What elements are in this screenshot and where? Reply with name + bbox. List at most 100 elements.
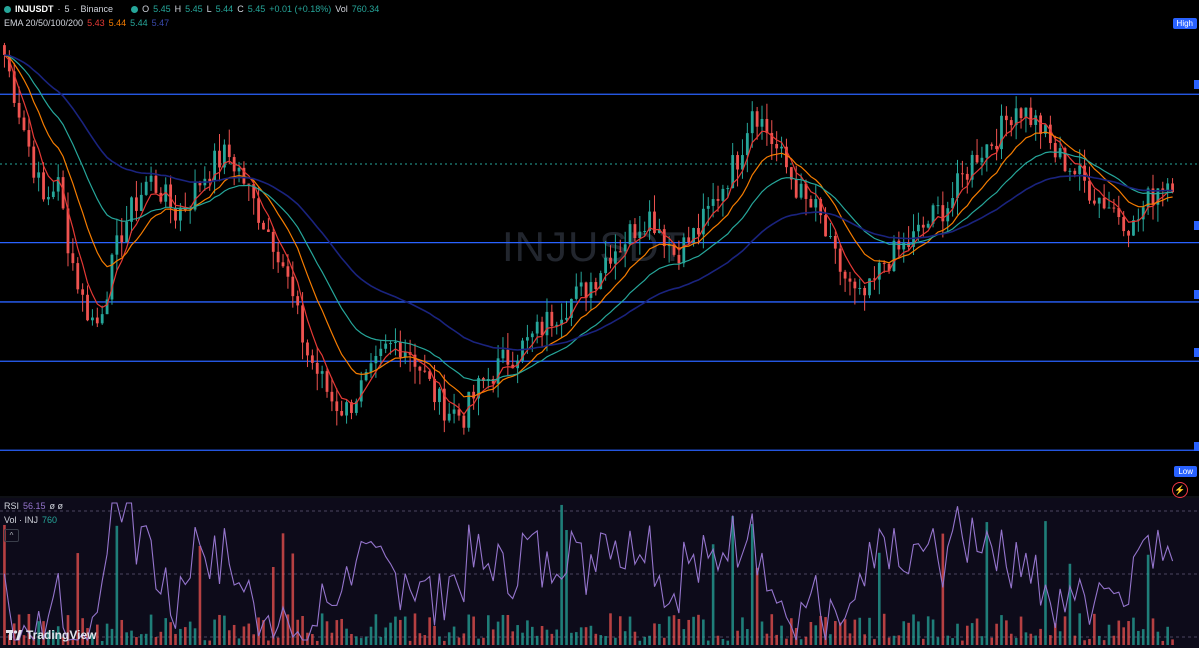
- candle-body: [667, 244, 671, 247]
- volume-bar: [736, 630, 739, 645]
- volume-bar: [765, 633, 769, 645]
- candle-body: [970, 154, 974, 180]
- candle-body: [711, 199, 715, 206]
- volume-bar: [472, 616, 475, 645]
- volume-bar: [638, 640, 642, 645]
- ema-legend[interactable]: EMA 20/50/100/200 5.43 5.44 5.44 5.47: [4, 18, 169, 28]
- volume-bar: [599, 635, 603, 645]
- candle-body: [643, 230, 647, 232]
- volume-bar: [369, 626, 373, 645]
- volume-bar: [345, 628, 348, 645]
- exchange-label[interactable]: Binance: [80, 4, 114, 14]
- candle-body: [330, 391, 334, 402]
- volume-bar: [1088, 638, 1091, 645]
- level-marker[interactable]: [1194, 442, 1199, 451]
- tradingview-mark-icon: [6, 630, 22, 640]
- candle-body: [340, 411, 344, 416]
- candle-body: [482, 378, 485, 382]
- rsi-line: [3, 502, 1174, 642]
- candle-body: [139, 194, 143, 211]
- ema100-value: 5.44: [130, 18, 148, 28]
- volume-bar: [1014, 637, 1018, 645]
- volume-bar: [1161, 640, 1165, 645]
- candle-body: [824, 215, 827, 237]
- rsi-legend[interactable]: RSI 56.15 ø ø: [4, 501, 63, 511]
- candle-body: [672, 244, 676, 255]
- ohlc-h: 5.45: [185, 4, 203, 14]
- candle-body: [687, 237, 691, 243]
- volume-bar: [1083, 640, 1086, 645]
- candle-body: [359, 380, 363, 402]
- volume-bar: [921, 638, 925, 645]
- volume-bar: [71, 638, 75, 645]
- volume-bar: [1049, 635, 1052, 645]
- candle-body: [271, 231, 275, 252]
- candle-body: [1146, 188, 1150, 208]
- level-marker[interactable]: [1194, 221, 1199, 230]
- vol-legend[interactable]: Vol · INJ 760: [4, 515, 57, 525]
- volume-bar: [975, 618, 979, 645]
- volume-bar: [574, 632, 578, 645]
- candle-body: [91, 317, 94, 321]
- level-marker[interactable]: [1194, 80, 1199, 89]
- collapse-pane-button[interactable]: ^: [4, 529, 19, 542]
- volume-bar: [130, 630, 133, 645]
- candle-body: [882, 262, 886, 264]
- volume-bar: [193, 628, 197, 645]
- candle-body: [379, 348, 383, 357]
- volume-bar: [760, 621, 764, 645]
- candle-body: [306, 342, 309, 356]
- volume-bar: [452, 626, 456, 645]
- candle-body: [66, 208, 70, 254]
- candle-body: [716, 199, 720, 201]
- candle-body: [1044, 124, 1047, 134]
- level-marker[interactable]: [1194, 348, 1199, 357]
- volume-bar: [824, 617, 827, 645]
- volume-bar: [941, 533, 945, 645]
- candle-body: [1083, 165, 1086, 181]
- volume-bar: [1005, 620, 1008, 645]
- volume-bar: [218, 614, 221, 645]
- volume-bar: [262, 620, 265, 645]
- volume-bar: [1112, 635, 1116, 645]
- candle-body: [149, 175, 153, 182]
- volume-bar: [594, 633, 598, 645]
- volume-bar: [1102, 640, 1106, 645]
- volume-bar: [174, 633, 177, 645]
- volume-bar: [379, 636, 383, 645]
- candle-body: [521, 340, 524, 361]
- symbol-legend[interactable]: INJUSDT · 5 · Binance O 5.45 H 5.45 L 5.44 …: [4, 4, 379, 14]
- candle-body: [780, 146, 783, 149]
- candle-body: [1127, 231, 1130, 236]
- candle-body: [506, 349, 510, 365]
- tradingview-logo[interactable]: TradingView: [6, 628, 96, 642]
- interval-label[interactable]: 5: [64, 4, 70, 14]
- volume-bar: [433, 626, 436, 645]
- level-marker[interactable]: [1194, 290, 1199, 299]
- ema-label[interactable]: EMA 20/50/100/200: [4, 18, 84, 28]
- volume-bar: [315, 640, 319, 645]
- ema20-value: 5.43: [87, 18, 105, 28]
- rsi-label[interactable]: RSI: [4, 501, 20, 511]
- candle-body: [174, 207, 177, 221]
- candle-body: [95, 317, 99, 324]
- candle-body: [394, 341, 397, 344]
- volume-bar: [618, 616, 622, 645]
- volume-bar: [980, 636, 984, 645]
- volume-bar: [335, 620, 339, 645]
- volume-bar: [135, 636, 138, 645]
- volume-bar: [242, 626, 246, 645]
- vol-legend-label[interactable]: Vol · INJ: [4, 515, 39, 525]
- candle-body: [315, 362, 319, 374]
- candle-body: [296, 296, 300, 306]
- volume-bar: [149, 614, 153, 645]
- symbol-name[interactable]: INJUSDT: [15, 4, 54, 14]
- candle-body: [1112, 207, 1116, 209]
- candle-body: [1034, 115, 1038, 125]
- volume-bar: [257, 617, 260, 645]
- flash-icon[interactable]: ⚡: [1172, 482, 1188, 498]
- candle-body: [398, 341, 402, 358]
- volume-bar: [804, 636, 808, 645]
- candle-body: [951, 198, 955, 209]
